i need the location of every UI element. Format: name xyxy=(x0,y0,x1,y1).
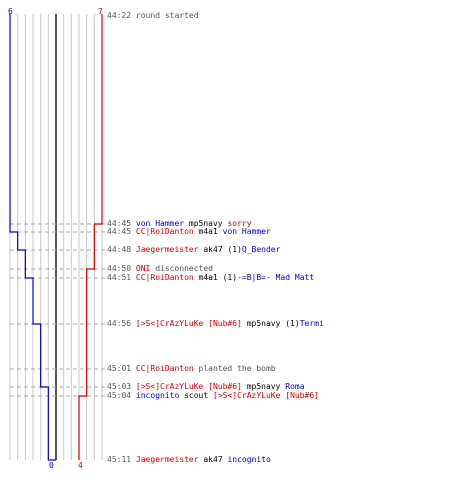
event-row: 45:01 CC|RoiDanton planted the bomb xyxy=(107,364,276,373)
event-text: -=B|B=- Mad Matt xyxy=(237,273,315,282)
event-time: 44:22 xyxy=(107,11,132,20)
event-text: Termi xyxy=(299,319,324,328)
event-row: 44:45 CC|RoiDanton m4a1 von Hammer xyxy=(107,227,271,236)
event-text: Jaegermeister xyxy=(135,455,199,464)
event-time: 44:50 xyxy=(107,264,132,273)
event-text: CC|RoiDanton xyxy=(135,273,194,282)
event-text: scout xyxy=(179,391,213,400)
event-text: m4a1 (1) xyxy=(193,273,238,282)
event-text: CC|RoiDanton xyxy=(135,364,194,373)
event-text: Q_Bender xyxy=(241,245,281,254)
event-text: round started xyxy=(135,11,199,20)
event-text: [>S<]CrAzYLuKe [Nub#6] xyxy=(135,319,242,328)
event-text: mp5navy xyxy=(184,219,228,228)
event-text: disconnected xyxy=(150,264,213,273)
event-time: 45:04 xyxy=(107,391,132,400)
event-row: 44:22 round started xyxy=(107,11,199,20)
event-text: m4a1 xyxy=(193,227,223,236)
event-row: 44:45 von Hammer mp5navy sorry xyxy=(107,219,252,228)
event-text: von Hammer xyxy=(135,219,185,228)
red-end-score: 4 xyxy=(78,461,83,470)
event-text: sorry xyxy=(227,219,252,228)
event-text: ak47 xyxy=(198,455,228,464)
event-text: von Hammer xyxy=(222,227,271,236)
event-text: incognito xyxy=(135,391,180,400)
event-text: ak47 (1) xyxy=(198,245,242,254)
red-start-score: 7 xyxy=(98,7,103,16)
event-text: ONI xyxy=(135,264,151,273)
timeline-grid xyxy=(9,14,103,460)
event-time: 44:45 xyxy=(107,227,132,236)
score-lines xyxy=(9,14,103,461)
event-log: 44:22 round started 44:45 von Hammer mp5n… xyxy=(107,0,450,500)
blue-start-score: 6 xyxy=(8,7,13,16)
blue-score-line xyxy=(9,14,56,461)
event-text: planted the bomb xyxy=(193,364,276,373)
event-row: 44:48 Jaegermeister ak47 (1)Q_Bender xyxy=(107,245,280,254)
red-score-line xyxy=(78,14,103,460)
event-text: CC|RoiDanton xyxy=(135,227,194,236)
event-text: incognito xyxy=(227,455,271,464)
event-time: 44:56 xyxy=(107,319,132,328)
event-time: 45:11 xyxy=(107,455,132,464)
event-text: Roma xyxy=(285,382,305,391)
event-text: [>S<]CrAzYLuKe [Nub#6] xyxy=(213,391,319,400)
event-row: 45:11 Jaegermeister ak47 incognito xyxy=(107,455,271,464)
event-row: 45:04 incognito scout [>S<]CrAzYLuKe [Nu… xyxy=(107,391,319,400)
event-row: 45:03 [>S<]CrAzYLuKe [Nub#6] mp5navy Rom… xyxy=(107,382,305,391)
blue-end-score: 0 xyxy=(49,461,54,470)
event-row: 44:51 CC|RoiDanton m4a1 (1)-=B|B=- Mad M… xyxy=(107,273,314,282)
event-time: 45:01 xyxy=(107,364,132,373)
event-time: 44:48 xyxy=(107,245,132,254)
event-time: 44:51 xyxy=(107,273,132,282)
event-text: [>S<]CrAzYLuKe [Nub#6] xyxy=(135,382,242,391)
event-time: 44:45 xyxy=(107,219,132,228)
event-text: mp5navy (1) xyxy=(241,319,300,328)
event-time: 45:03 xyxy=(107,382,132,391)
event-row: 44:50 ONI disconnected xyxy=(107,264,213,273)
event-text: Jaegermeister xyxy=(135,245,199,254)
event-row: 44:56 [>S<]CrAzYLuKe [Nub#6] mp5navy (1)… xyxy=(107,319,324,328)
event-text: mp5navy xyxy=(241,382,286,391)
